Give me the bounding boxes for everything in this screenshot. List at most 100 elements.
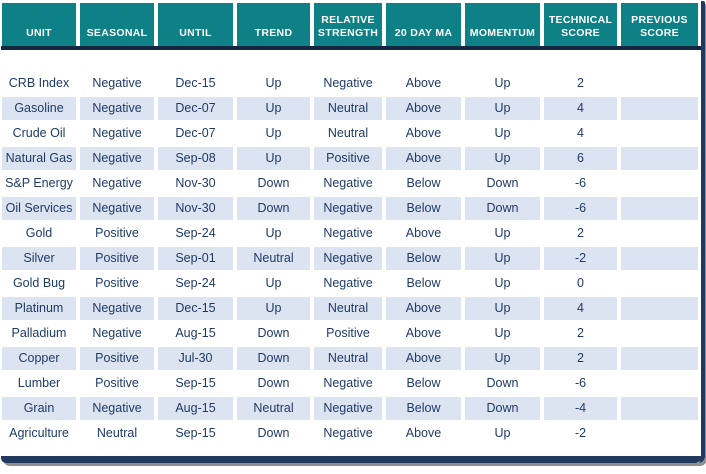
cell-until: Dec-15	[158, 72, 233, 95]
cell-previous-score	[621, 97, 698, 120]
column-header-seasonal: SEASONAL	[80, 3, 154, 46]
cell-technical-score: -2	[544, 422, 617, 445]
cell-trend: Up	[237, 297, 310, 320]
cell-20-day-ma: Above	[386, 97, 461, 120]
cell-relative-strength: Neutral	[314, 97, 382, 120]
cell-trend: Up	[237, 122, 310, 145]
cell-until: Nov-30	[158, 172, 233, 195]
cell-seasonal: Negative	[80, 197, 154, 220]
cell-technical-score: -2	[544, 247, 617, 270]
cell-relative-strength: Negative	[314, 247, 382, 270]
cell-technical-score: 0	[544, 272, 617, 295]
cell-technical-score: 6	[544, 147, 617, 170]
cell-until: Dec-07	[158, 97, 233, 120]
cell-until: Aug-15	[158, 397, 233, 420]
cell-trend: Down	[237, 372, 310, 395]
cell-relative-strength: Neutral	[314, 347, 382, 370]
cell-unit: Crude Oil	[2, 122, 76, 145]
cell-seasonal: Positive	[80, 347, 154, 370]
cell-unit: Copper	[2, 347, 76, 370]
cell-previous-score	[621, 347, 698, 370]
cell-momentum: Down	[465, 397, 540, 420]
table-row-copper: Copper Positive Jul-30 Down Neutral Abov…	[1, 347, 701, 370]
table-row-crude-oil: Crude Oil Negative Dec-07 Up Neutral Abo…	[1, 122, 701, 145]
column-header-previous-score: PREVIOUS SCORE	[621, 3, 698, 46]
cell-trend: Up	[237, 147, 310, 170]
cell-previous-score	[621, 122, 698, 145]
cell-momentum: Up	[465, 97, 540, 120]
cell-unit: Lumber	[2, 372, 76, 395]
column-header-until: UNTIL	[158, 3, 233, 46]
cell-seasonal: Positive	[80, 247, 154, 270]
cell-seasonal: Negative	[80, 72, 154, 95]
cell-20-day-ma: Above	[386, 297, 461, 320]
cell-until: Sep-08	[158, 147, 233, 170]
cell-momentum: Up	[465, 347, 540, 370]
header-divider-line	[1, 46, 701, 50]
cell-seasonal: Negative	[80, 97, 154, 120]
cell-until: Dec-15	[158, 297, 233, 320]
cell-20-day-ma: Below	[386, 197, 461, 220]
column-header-unit: UNIT	[2, 3, 76, 46]
bottom-border-bar	[1, 456, 701, 463]
cell-trend: Down	[237, 172, 310, 195]
cell-relative-strength: Neutral	[314, 122, 382, 145]
cell-momentum: Up	[465, 422, 540, 445]
cell-until: Dec-07	[158, 122, 233, 145]
cell-relative-strength: Neutral	[314, 297, 382, 320]
cell-unit: CRB Index	[2, 72, 76, 95]
column-header-20-day-ma: 20 DAY MA	[386, 3, 461, 46]
cell-seasonal: Negative	[80, 397, 154, 420]
cell-seasonal: Positive	[80, 272, 154, 295]
cell-trend: Up	[237, 222, 310, 245]
cell-relative-strength: Negative	[314, 272, 382, 295]
cell-until: Aug-15	[158, 322, 233, 345]
table-row-agriculture: Agriculture Neutral Sep-15 Down Negative…	[1, 422, 701, 445]
table-row-sp-energy: S&P Energy Negative Nov-30 Down Negative…	[1, 172, 701, 195]
cell-technical-score: -6	[544, 372, 617, 395]
cell-relative-strength: Negative	[314, 397, 382, 420]
cell-until: Sep-15	[158, 372, 233, 395]
bottom-gap	[1, 447, 701, 456]
cell-unit: Gasoline	[2, 97, 76, 120]
cell-unit: Oil Services	[2, 197, 76, 220]
cell-momentum: Down	[465, 197, 540, 220]
cell-unit: Natural Gas	[2, 147, 76, 170]
cell-technical-score: -6	[544, 172, 617, 195]
cell-technical-score: 2	[544, 72, 617, 95]
cell-previous-score	[621, 247, 698, 270]
table-row-crb-index: CRB Index Negative Dec-15 Up Negative Ab…	[1, 72, 701, 95]
cell-momentum: Up	[465, 122, 540, 145]
cell-seasonal: Positive	[80, 372, 154, 395]
table-row-oil-services: Oil Services Negative Nov-30 Down Negati…	[1, 197, 701, 220]
cell-until: Sep-24	[158, 222, 233, 245]
cell-20-day-ma: Below	[386, 272, 461, 295]
cell-previous-score	[621, 272, 698, 295]
table-row-gasoline: Gasoline Negative Dec-07 Up Neutral Abov…	[1, 97, 701, 120]
cell-trend: Up	[237, 97, 310, 120]
cell-until: Sep-15	[158, 422, 233, 445]
table-row-palladium: Palladium Negative Aug-15 Down Positive …	[1, 322, 701, 345]
cell-previous-score	[621, 322, 698, 345]
cell-until: Sep-01	[158, 247, 233, 270]
cell-unit: Platinum	[2, 297, 76, 320]
cell-technical-score: 4	[544, 97, 617, 120]
cell-relative-strength: Negative	[314, 222, 382, 245]
cell-trend: Down	[237, 347, 310, 370]
cell-technical-score: -6	[544, 197, 617, 220]
cell-previous-score	[621, 372, 698, 395]
table-row-gold: Gold Positive Sep-24 Up Negative Above U…	[1, 222, 701, 245]
cell-relative-strength: Negative	[314, 72, 382, 95]
cell-20-day-ma: Above	[386, 122, 461, 145]
cell-20-day-ma: Below	[386, 372, 461, 395]
cell-relative-strength: Negative	[314, 372, 382, 395]
cell-seasonal: Negative	[80, 122, 154, 145]
cell-previous-score	[621, 172, 698, 195]
cell-trend: Down	[237, 422, 310, 445]
cell-momentum: Up	[465, 147, 540, 170]
table-row-platinum: Platinum Negative Dec-15 Up Neutral Abov…	[1, 297, 701, 320]
cell-relative-strength: Positive	[314, 322, 382, 345]
spacer-row	[1, 50, 701, 72]
cell-unit: Silver	[2, 247, 76, 270]
